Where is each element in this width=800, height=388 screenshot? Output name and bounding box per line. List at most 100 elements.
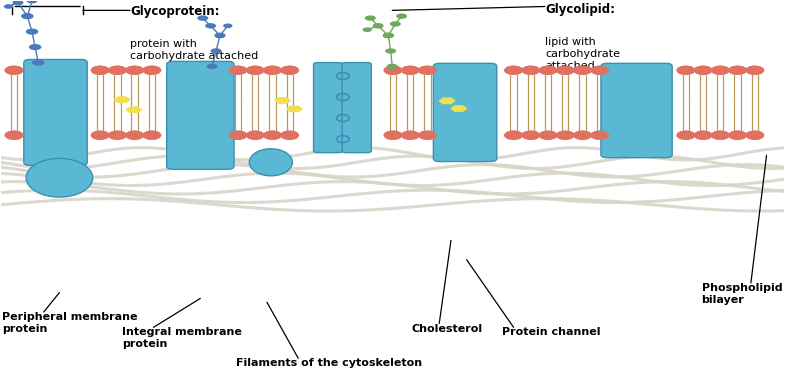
Circle shape (5, 131, 23, 140)
Circle shape (14, 0, 22, 5)
Text: lipid with
carbohydrate
attached: lipid with carbohydrate attached (545, 37, 620, 71)
Circle shape (214, 33, 226, 38)
Circle shape (538, 131, 558, 140)
FancyBboxPatch shape (166, 61, 234, 169)
Circle shape (263, 131, 282, 140)
Circle shape (263, 131, 282, 140)
Circle shape (90, 131, 110, 140)
Circle shape (246, 131, 265, 140)
Circle shape (263, 66, 282, 75)
Circle shape (384, 66, 402, 75)
Polygon shape (286, 106, 302, 112)
Circle shape (384, 66, 402, 75)
Circle shape (711, 131, 730, 140)
Circle shape (728, 66, 747, 75)
Circle shape (504, 131, 523, 140)
Circle shape (504, 66, 523, 75)
Circle shape (504, 66, 523, 75)
Circle shape (556, 131, 574, 140)
Circle shape (573, 131, 592, 140)
Circle shape (504, 131, 523, 140)
Circle shape (229, 66, 247, 75)
Circle shape (22, 14, 33, 19)
Circle shape (590, 66, 609, 75)
Circle shape (746, 131, 764, 140)
Circle shape (205, 23, 216, 29)
Circle shape (383, 33, 394, 38)
Circle shape (573, 131, 592, 140)
Circle shape (728, 131, 747, 140)
Circle shape (13, 0, 23, 5)
Circle shape (229, 66, 247, 75)
Circle shape (90, 66, 110, 75)
Circle shape (210, 48, 222, 54)
Circle shape (384, 131, 402, 140)
Circle shape (383, 33, 394, 38)
Circle shape (21, 13, 34, 19)
Circle shape (246, 66, 265, 75)
Circle shape (229, 131, 247, 140)
Polygon shape (126, 107, 142, 113)
Circle shape (29, 44, 42, 50)
Circle shape (522, 66, 540, 75)
Circle shape (677, 131, 695, 140)
Circle shape (373, 23, 384, 29)
Polygon shape (114, 97, 130, 102)
Text: protein with
carbohydrate attached: protein with carbohydrate attached (130, 39, 258, 61)
Circle shape (711, 66, 730, 75)
Circle shape (362, 28, 372, 32)
Text: Glycolipid:: Glycolipid: (545, 3, 615, 16)
Circle shape (214, 33, 226, 38)
Circle shape (198, 16, 208, 21)
Circle shape (126, 66, 144, 75)
Circle shape (590, 66, 609, 75)
Circle shape (677, 131, 695, 140)
Circle shape (694, 66, 713, 75)
Circle shape (280, 66, 299, 75)
Circle shape (5, 66, 23, 75)
Circle shape (418, 66, 437, 75)
Circle shape (108, 66, 126, 75)
Circle shape (246, 131, 265, 140)
Circle shape (746, 66, 764, 75)
Circle shape (229, 131, 247, 140)
Circle shape (711, 131, 730, 140)
Circle shape (263, 66, 282, 75)
Circle shape (390, 21, 401, 27)
Circle shape (142, 131, 162, 140)
Circle shape (573, 66, 592, 75)
Circle shape (223, 24, 233, 28)
Circle shape (5, 66, 23, 75)
Circle shape (418, 131, 437, 140)
Circle shape (126, 131, 144, 140)
Polygon shape (451, 106, 466, 111)
Polygon shape (439, 98, 455, 104)
Text: Cholesterol: Cholesterol (412, 324, 483, 334)
Circle shape (384, 131, 402, 140)
Text: Phospholipid
bilayer: Phospholipid bilayer (702, 283, 782, 305)
Text: Integral membrane
protein: Integral membrane protein (122, 327, 242, 349)
Circle shape (418, 66, 437, 75)
Circle shape (590, 131, 609, 140)
Circle shape (374, 24, 383, 28)
Circle shape (142, 66, 162, 75)
Circle shape (22, 14, 33, 19)
Circle shape (694, 131, 713, 140)
Circle shape (26, 29, 38, 35)
Circle shape (538, 66, 558, 75)
Circle shape (396, 14, 407, 19)
FancyBboxPatch shape (314, 62, 342, 152)
Circle shape (590, 131, 609, 140)
Circle shape (386, 64, 398, 69)
Circle shape (694, 131, 713, 140)
FancyBboxPatch shape (601, 63, 672, 158)
Circle shape (108, 131, 126, 140)
Circle shape (206, 64, 218, 69)
Circle shape (401, 66, 420, 75)
Circle shape (401, 131, 420, 140)
Circle shape (5, 131, 23, 140)
Polygon shape (275, 98, 290, 103)
Circle shape (280, 66, 299, 75)
Circle shape (711, 66, 730, 75)
FancyBboxPatch shape (342, 62, 371, 152)
